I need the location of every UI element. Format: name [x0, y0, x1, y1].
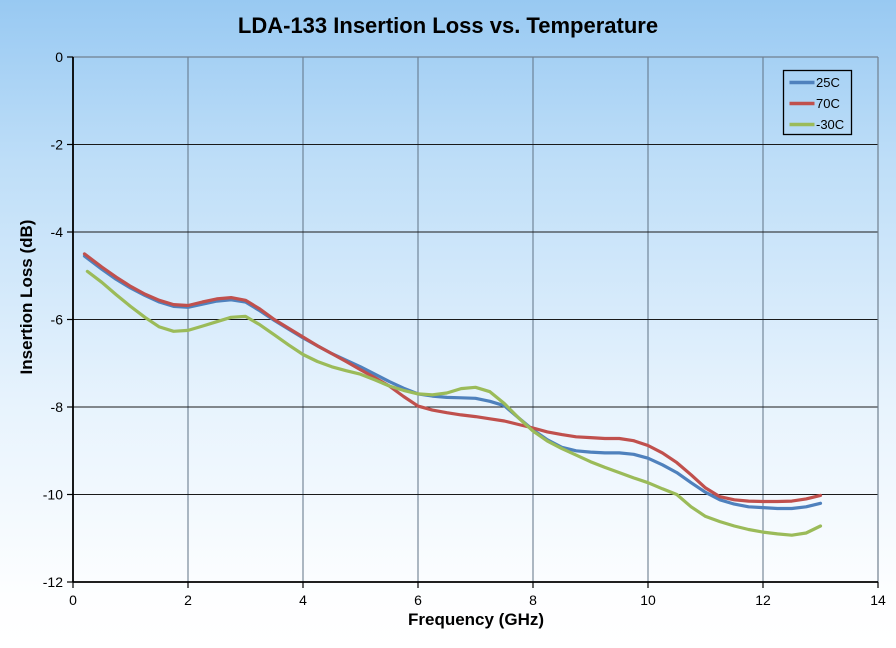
x-tick-label: 10	[640, 592, 656, 608]
y-tick-label: -4	[51, 224, 64, 240]
series-line-25c	[82, 254, 823, 511]
x-tick-label: 14	[870, 592, 886, 608]
horizontal-gridlines	[73, 144, 878, 495]
x-tick-label: 6	[414, 592, 422, 608]
y-tick-labels: 0 -2 -4 -6 -8 -10 -12	[43, 49, 63, 590]
x-tick-labels: 0 2 4 6 8 10 12 14	[69, 592, 886, 608]
x-axis-title: Frequency (GHz)	[408, 610, 544, 629]
x-tick-label: 2	[184, 592, 192, 608]
legend-label-minus-30c: -30C	[816, 117, 844, 132]
series-lines	[82, 252, 823, 537]
x-tick-label: 12	[755, 592, 771, 608]
y-tick-label: -6	[51, 312, 64, 328]
legend: 25C 70C -30C	[782, 69, 853, 136]
y-tick-label: -2	[51, 137, 64, 153]
legend-label-70c: 70C	[816, 96, 840, 111]
legend-label-25c: 25C	[816, 75, 840, 90]
x-tick-label: 0	[69, 592, 77, 608]
y-axis-title: Insertion Loss (dB)	[17, 220, 36, 375]
y-tick-label: -10	[43, 487, 63, 503]
series-line-70c	[82, 252, 823, 504]
x-tick-label: 4	[299, 592, 307, 608]
axes	[67, 56, 879, 588]
y-tick-label: -12	[43, 574, 63, 590]
x-tick-label: 8	[529, 592, 537, 608]
series-line-minus-30c	[85, 269, 823, 537]
y-tick-label: -8	[51, 399, 64, 415]
y-tick-label: 0	[55, 49, 63, 65]
legend-box	[782, 69, 853, 136]
plot-border	[73, 56, 879, 582]
chart-title: LDA-133 Insertion Loss vs. Temperature	[237, 13, 659, 38]
